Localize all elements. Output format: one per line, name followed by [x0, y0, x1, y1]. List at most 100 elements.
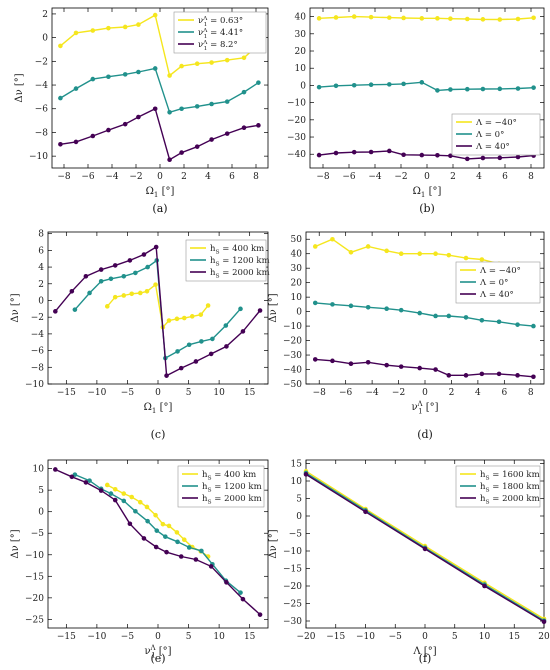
data-point — [401, 152, 406, 158]
x-tick-label: 10 — [213, 632, 225, 642]
y-tick-label: 5 — [296, 495, 302, 505]
x-tick-label: −10 — [87, 388, 106, 398]
data-point — [348, 303, 354, 309]
x-tick-label: 10 — [213, 388, 225, 398]
data-point — [531, 323, 536, 329]
y-tick-label: 20 — [291, 279, 303, 289]
y-axis-label: Δν [°] — [10, 529, 21, 558]
data-point — [121, 273, 127, 279]
x-tick-label: 6 — [502, 172, 508, 182]
data-point — [141, 252, 147, 257]
data-point — [127, 521, 133, 527]
y-tick-label: −40 — [283, 366, 302, 376]
data-point — [90, 76, 96, 82]
data-point — [208, 564, 214, 569]
data-point — [448, 16, 453, 21]
y-tick-label: −30 — [287, 133, 306, 143]
data-point — [72, 307, 78, 312]
data-point — [448, 87, 453, 92]
y-tick-label: 0 — [296, 308, 302, 318]
data-point — [209, 60, 214, 65]
data-point — [136, 22, 141, 27]
data-point — [179, 106, 184, 112]
panel-caption: (e) — [150, 652, 165, 665]
data-point — [419, 152, 425, 158]
y-tick-label: 10 — [291, 293, 303, 303]
chart-panel-5: −15 −10 −5 0 5 10 15 −25 −20 −15 −10 −5 0 5 10 νΛ1​ [°]… — [10, 459, 269, 665]
panel-caption: (f) — [419, 652, 432, 665]
data-point — [316, 152, 322, 158]
data-point — [209, 101, 214, 107]
legend-label: hS​ = 2000 km — [480, 494, 540, 506]
data-point — [137, 290, 143, 296]
data-point — [224, 131, 230, 136]
y-tick-label: −2 — [31, 313, 44, 323]
legend-label: Λ = −40° — [479, 266, 521, 276]
y-tick-label: −30 — [283, 617, 302, 627]
data-point — [446, 252, 452, 258]
x-axis-label: Ω1​ [°] — [146, 186, 175, 199]
y-tick-label: −15 — [25, 572, 44, 582]
data-point — [198, 312, 204, 317]
y-tick-label: 20 — [295, 47, 307, 57]
data-point — [69, 288, 75, 294]
legend-label: Λ = −40° — [475, 118, 517, 128]
y-tick-label: 10 — [33, 465, 45, 475]
data-point — [53, 309, 58, 314]
y-tick-label: −15 — [283, 565, 302, 575]
x-tick-label: −20 — [297, 632, 316, 642]
data-point — [398, 251, 404, 257]
series-2 — [312, 300, 536, 329]
x-tick-label: 0 — [155, 632, 161, 642]
data-point — [417, 310, 423, 316]
plot-frame — [305, 231, 545, 385]
data-point — [497, 86, 503, 92]
legend-label: νΛ1​ = 8.2° — [198, 39, 238, 52]
data-point — [121, 491, 127, 496]
x-axis-label: Ω1​ [°] — [413, 186, 442, 199]
data-point — [241, 89, 247, 95]
x-tick-label: −8 — [316, 172, 330, 182]
data-point — [368, 14, 374, 20]
y-tick-label: 40 — [291, 250, 303, 260]
data-point — [98, 278, 104, 284]
y-tick-label: −10 — [29, 152, 48, 162]
data-point — [167, 157, 172, 163]
x-tick-label: 15 — [509, 632, 521, 642]
data-point — [433, 367, 438, 372]
legend-label: hS​ = 1200 km — [202, 482, 262, 494]
chart-panel-6: −20 −15 −10 −5 0 5 10 15 20 −30 −25 −20 −15 −10 −5 0 5 10… — [268, 460, 550, 666]
data-point — [387, 82, 392, 87]
data-point — [174, 316, 180, 322]
data-point — [348, 361, 354, 367]
data-point — [479, 257, 485, 262]
data-point — [152, 12, 158, 18]
y-tick-label: −20 — [283, 337, 302, 347]
y-tick-label: −20 — [25, 594, 44, 604]
panel-caption: (a) — [152, 202, 167, 215]
data-point — [122, 24, 128, 30]
data-point — [153, 512, 158, 518]
x-tick-label: −2 — [392, 388, 405, 398]
x-tick-label: −4 — [368, 172, 382, 182]
data-point — [83, 273, 89, 279]
series-line — [319, 81, 534, 92]
data-point — [199, 548, 204, 554]
series-1 — [104, 282, 211, 330]
data-point — [129, 494, 135, 500]
data-point — [164, 373, 169, 378]
data-point — [112, 486, 118, 492]
chart-panel-3: −15 −10 −5 0 5 10 15 −10 −8 −6 −4 −2 0 2 4 6 8 Ω1​ [°] Δν … — [10, 230, 270, 441]
y-axis-label: Δν [°] — [268, 529, 279, 558]
legend-label: Λ = 40° — [475, 142, 510, 152]
x-tick-label: −15 — [326, 632, 345, 642]
data-point — [175, 349, 180, 354]
data-point — [205, 303, 211, 308]
legend-label: hS​ = 1800 km — [480, 482, 540, 494]
y-tick-label: 0 — [300, 81, 306, 91]
data-point — [189, 314, 195, 319]
